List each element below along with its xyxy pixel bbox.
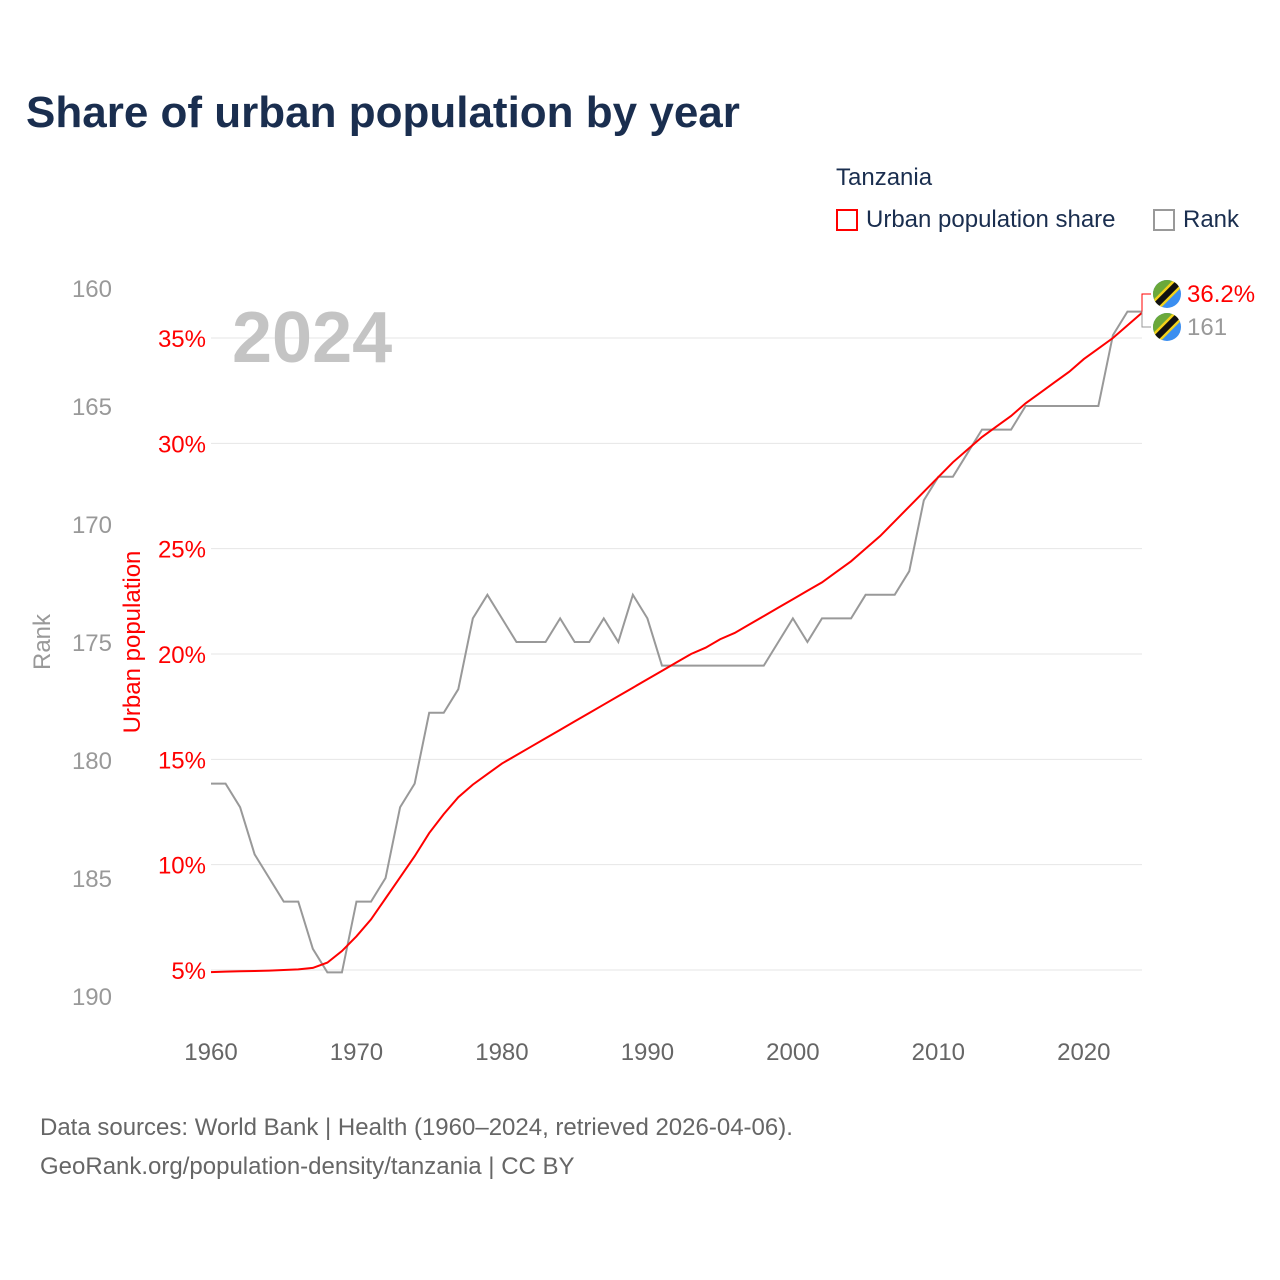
series-line-urban	[210, 311, 1143, 974]
series-line-rank	[211, 310, 1142, 974]
x-tick: 2020	[1057, 1039, 1110, 1066]
y-tick-rank: 160	[72, 276, 112, 303]
y-tick-rank: 170	[72, 512, 112, 539]
y-tick-urban: 20%	[158, 642, 206, 669]
y-tick-rank: 165	[72, 394, 112, 421]
y-tick-rank: 175	[72, 630, 112, 657]
end-label-rank: 161	[1187, 314, 1227, 341]
end-label-urban: 36.2%	[1187, 281, 1255, 308]
source-line-1: Data sources: World Bank | Health (1960–…	[40, 1114, 793, 1141]
tanzania-flag-icon	[1151, 278, 1183, 310]
end-connector-urban	[1141, 293, 1151, 313]
legend-label-rank: Rank	[1183, 206, 1240, 233]
x-tick: 1970	[330, 1039, 383, 1066]
y-tick-urban: 25%	[158, 537, 206, 564]
x-tick: 1990	[621, 1039, 674, 1066]
y-axis-label-urban: Urban population	[119, 551, 146, 734]
year-watermark: 2024	[232, 298, 392, 378]
tanzania-flag-icon	[1151, 311, 1183, 343]
y-axis-label-rank: Rank	[29, 613, 56, 670]
legend-swatch-urban	[836, 209, 858, 231]
x-tick: 2000	[766, 1039, 819, 1066]
legend-country: Tanzania	[836, 164, 933, 191]
legend-label-urban: Urban population share	[866, 206, 1116, 233]
y-tick-urban: 30%	[158, 431, 206, 458]
legend-item-rank[interactable]: Rank	[1153, 206, 1239, 234]
x-tick: 2010	[912, 1039, 965, 1066]
y-tick-rank: 180	[72, 748, 112, 775]
x-tick: 1980	[475, 1039, 528, 1066]
chart-title: Share of urban population by year	[26, 88, 740, 137]
legend-swatch-rank	[1153, 209, 1175, 231]
y-tick-urban: 35%	[158, 326, 206, 353]
source-line-2[interactable]: GeoRank.org/population-density/tanzania …	[40, 1153, 575, 1180]
y-tick-rank: 185	[72, 866, 112, 893]
y-tick-urban: 5%	[171, 958, 206, 985]
legend-item-urban[interactable]: Urban population share	[836, 206, 1116, 234]
y-tick-urban: 10%	[158, 853, 206, 880]
source-note: Data sources: World Bank | Health (1960–…	[40, 1108, 793, 1186]
x-tick: 1960	[184, 1039, 237, 1066]
y-tick-rank: 190	[72, 984, 112, 1011]
y-tick-urban: 15%	[158, 747, 206, 774]
end-connector-rank	[1141, 311, 1151, 328]
